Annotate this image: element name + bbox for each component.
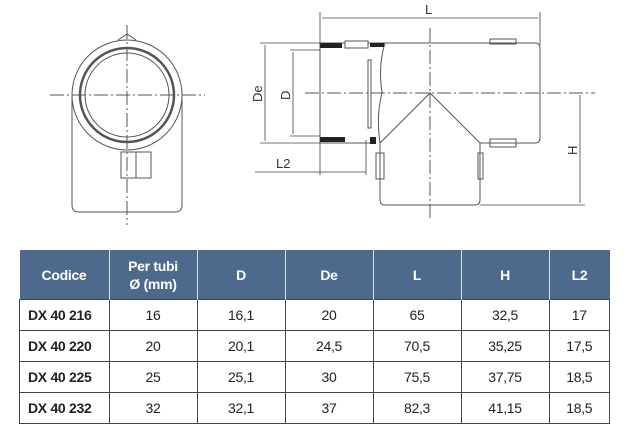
header-d: D [197, 250, 286, 300]
dimensions-table: Codice Per tubi Ø (mm) D De L H L2 DX 40 … [19, 250, 610, 424]
table-cell: 70,5 [372, 330, 462, 362]
table-row: DX 40 220 20 20,1 24,5 70,5 35,25 17,5 [19, 330, 610, 362]
table-cell: 16,1 [196, 299, 286, 331]
cell-codice: DX 40 216 [19, 299, 110, 331]
dim-label-L: L [425, 2, 432, 17]
table-cell: 32,5 [460, 299, 550, 331]
table-cell: 37 [284, 392, 374, 424]
header-per-tubi-line2: Ø (mm) [129, 275, 177, 292]
table-cell: 32,1 [196, 392, 286, 424]
table-cell: 20 [108, 330, 198, 362]
front-view [305, 28, 595, 220]
table-cell: 20,1 [196, 330, 286, 362]
cell-codice: DX 40 232 [19, 392, 110, 424]
header-l: L [373, 250, 462, 300]
header-h: H [461, 250, 550, 300]
table-cell: 17,5 [548, 330, 610, 362]
header-de: De [285, 250, 374, 300]
table-cell: 32 [108, 392, 198, 424]
table-cell: 18,5 [548, 392, 610, 424]
table-cell: 16 [108, 299, 198, 331]
table-cell: 35,25 [460, 330, 550, 362]
dimension-lines [255, 12, 585, 206]
table-row: DX 40 225 25 25,1 30 75,5 37,75 18,5 [19, 361, 610, 393]
cell-codice: DX 40 220 [19, 330, 110, 362]
header-l2: L2 [549, 250, 610, 300]
table-cell: 17 [548, 299, 610, 331]
dim-label-L2: L2 [276, 156, 290, 171]
cell-codice: DX 40 225 [19, 361, 110, 393]
table-cell: 75,5 [372, 361, 462, 393]
header-codice: Codice [19, 250, 110, 300]
table-cell: 41,15 [460, 392, 550, 424]
table-header-row: Codice Per tubi Ø (mm) D De L H L2 [19, 250, 610, 300]
table-cell: 25 [108, 361, 198, 393]
dim-label-De: De [250, 85, 265, 102]
header-per-tubi-line1: Per tubi [128, 257, 178, 274]
table-row: DX 40 216 16 16,1 20 65 32,5 17 [19, 299, 610, 331]
tee-fitting-drawing: L De D L2 H [50, 2, 595, 225]
table-cell: 20 [284, 299, 374, 331]
table-cell: 37,75 [460, 361, 550, 393]
table-cell: 30 [284, 361, 374, 393]
table-cell: 82,3 [372, 392, 462, 424]
table-cell: 25,1 [196, 361, 286, 393]
dim-label-H: H [565, 146, 580, 155]
table-row: DX 40 232 32 32,1 37 82,3 41,15 18,5 [19, 392, 610, 424]
table-cell: 65 [372, 299, 462, 331]
side-view [50, 25, 205, 225]
table-cell: 18,5 [548, 361, 610, 393]
header-per-tubi: Per tubi Ø (mm) [109, 250, 198, 300]
dim-label-D: D [278, 91, 293, 100]
table-cell: 24,5 [284, 330, 374, 362]
